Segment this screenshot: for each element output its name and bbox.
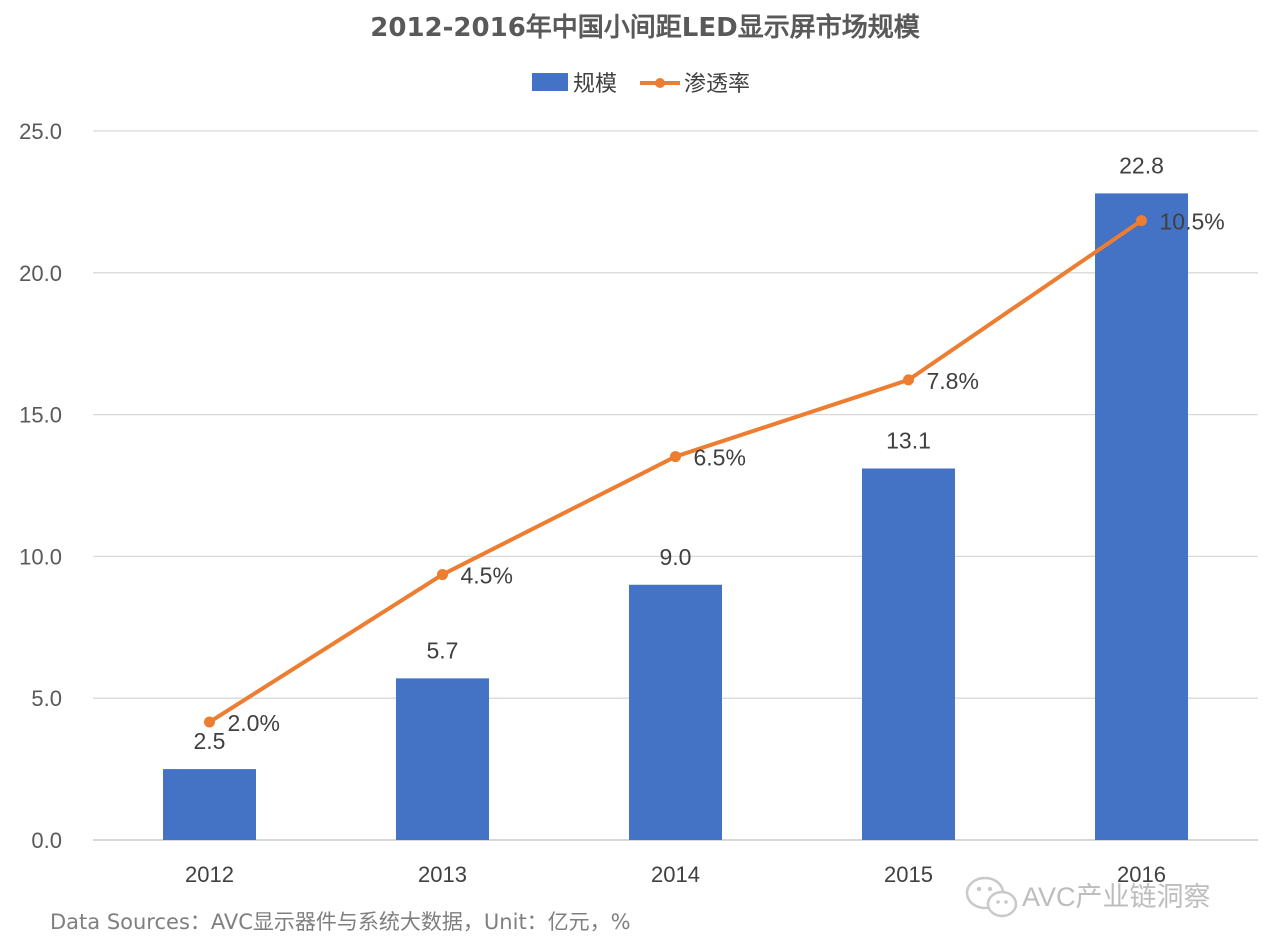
line-point — [670, 451, 681, 463]
x-tick-label: 2013 — [418, 862, 467, 887]
x-tick-label: 2015 — [884, 862, 933, 887]
line-point — [204, 716, 215, 728]
line-point — [903, 374, 914, 386]
x-tick-label: 2016 — [1117, 862, 1166, 887]
legend-swatch-marker — [655, 78, 665, 88]
line-value-label: 6.5% — [694, 445, 746, 471]
source-note: Data Sources：AVC显示器件与系统大数据，Unit：亿元，% — [50, 910, 631, 934]
y-tick-label: 20.0 — [19, 261, 62, 286]
bar — [163, 769, 256, 840]
bar — [396, 678, 489, 840]
line-value-label: 10.5% — [1160, 209, 1225, 235]
x-axis-ticks: 2012 2013 2014 2015 2016 — [185, 862, 1166, 887]
chart-title: 2012-2016年中国小间距LED显示屏市场规模 — [370, 12, 920, 43]
wechat-icon — [965, 876, 1018, 918]
line-point — [437, 569, 448, 581]
bar-value-label: 5.7 — [427, 637, 459, 663]
bar — [1095, 193, 1188, 841]
bar — [629, 584, 722, 840]
legend-swatch-bar — [532, 73, 568, 91]
line-value-label: 7.8% — [927, 368, 979, 394]
line-value-label: 4.5% — [461, 563, 513, 589]
bar — [862, 468, 955, 840]
legend-label-line: 渗透率 — [684, 72, 750, 97]
bar-value-label: 9.0 — [660, 544, 692, 570]
line-point — [1136, 215, 1147, 227]
watermark: AVC产业链洞察 — [965, 876, 1211, 918]
y-tick-label: 25.0 — [19, 119, 62, 144]
bar-value-label: 2.5 — [194, 728, 226, 754]
bar-value-label: 13.1 — [886, 427, 931, 453]
line-value-label: 2.0% — [228, 710, 280, 736]
y-tick-label: 5.0 — [31, 686, 62, 711]
line-series — [204, 215, 1147, 728]
x-tick-label: 2014 — [651, 862, 700, 887]
bar-data-labels: 2.5 5.7 9.0 13.1 22.8 — [194, 152, 1164, 754]
legend: 规模 渗透率 — [532, 72, 750, 97]
x-tick-label: 2012 — [185, 862, 234, 887]
watermark-text: AVC产业链洞察 — [1022, 882, 1211, 912]
y-tick-label: 15.0 — [19, 403, 62, 428]
y-axis-ticks: 0.0 5.0 10.0 15.0 20.0 25.0 — [19, 119, 62, 853]
bar-value-label: 22.8 — [1119, 152, 1164, 178]
bar-series — [163, 193, 1188, 841]
y-tick-label: 10.0 — [19, 544, 62, 569]
line-data-labels: 2.0% 4.5% 6.5% 7.8% 10.5% — [228, 209, 1225, 736]
legend-label-bar: 规模 — [573, 72, 617, 97]
y-tick-label: 0.0 — [31, 828, 62, 853]
